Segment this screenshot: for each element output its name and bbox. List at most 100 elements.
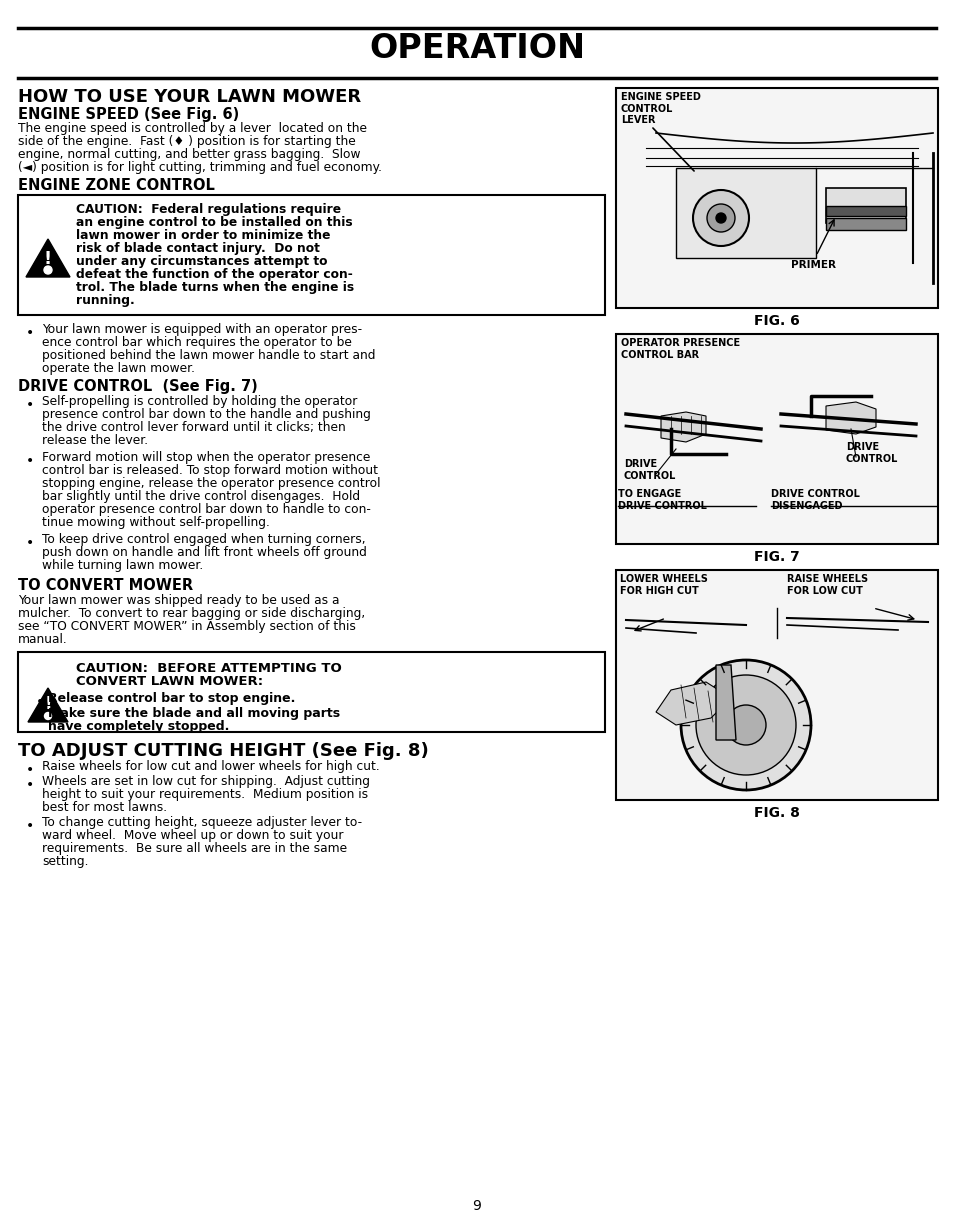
Text: stopping engine, release the operator presence control: stopping engine, release the operator pr… (42, 476, 380, 490)
Text: !: ! (44, 696, 51, 713)
Text: HOW TO USE YOUR LAWN MOWER: HOW TO USE YOUR LAWN MOWER (18, 87, 361, 106)
Text: push down on handle and lift front wheels off ground: push down on handle and lift front wheel… (42, 547, 367, 559)
Polygon shape (656, 682, 730, 725)
Circle shape (706, 204, 734, 231)
Bar (825, 188, 905, 223)
Text: best for most lawns.: best for most lawns. (42, 801, 167, 814)
Polygon shape (825, 403, 875, 435)
Text: defeat the function of the operator con-: defeat the function of the operator con- (76, 268, 353, 281)
Text: operate the lawn mower.: operate the lawn mower. (42, 362, 194, 375)
Text: side of the engine.  Fast (♦ ) position is for starting the: side of the engine. Fast (♦ ) position i… (18, 135, 355, 148)
Text: Release control bar to stop engine.: Release control bar to stop engine. (48, 692, 295, 705)
Polygon shape (28, 688, 68, 723)
Text: OPERATION: OPERATION (369, 32, 584, 65)
Text: DRIVE CONTROL
DISENGAGED: DRIVE CONTROL DISENGAGED (770, 489, 859, 511)
Text: presence control bar down to the handle and pushing: presence control bar down to the handle … (42, 407, 371, 421)
Text: 9: 9 (472, 1199, 481, 1213)
Text: •: • (26, 535, 34, 550)
Text: ENGINE SPEED
CONTROL
LEVER: ENGINE SPEED CONTROL LEVER (620, 92, 700, 126)
Bar (825, 218, 905, 230)
Text: release the lever.: release the lever. (42, 435, 148, 447)
Bar (616, 570, 937, 800)
Text: DRIVE
CONTROL: DRIVE CONTROL (623, 459, 676, 480)
Text: requirements.  Be sure all wheels are in the same: requirements. Be sure all wheels are in … (42, 842, 347, 856)
Bar (18, 194, 604, 315)
Text: bar slightly until the drive control disengages.  Hold: bar slightly until the drive control dis… (42, 490, 359, 503)
Text: To change cutting height, squeeze adjuster lever to-: To change cutting height, squeeze adjust… (42, 816, 362, 828)
Text: tinue mowing without self-propelling.: tinue mowing without self-propelling. (42, 516, 270, 529)
Text: CAUTION:  Federal regulations require: CAUTION: Federal regulations require (76, 203, 341, 215)
Bar (825, 206, 905, 215)
Text: positioned behind the lawn mower handle to start and: positioned behind the lawn mower handle … (42, 350, 375, 362)
Text: Raise wheels for low cut and lower wheels for high cut.: Raise wheels for low cut and lower wheel… (42, 760, 379, 773)
Circle shape (696, 675, 795, 776)
Text: manual.: manual. (18, 633, 68, 646)
Text: •: • (26, 454, 34, 468)
Text: control bar is released. To stop forward motion without: control bar is released. To stop forward… (42, 464, 377, 476)
Text: while turning lawn mower.: while turning lawn mower. (42, 559, 203, 572)
Text: (◄) position is for light cutting, trimming and fuel economy.: (◄) position is for light cutting, trimm… (18, 161, 381, 174)
Bar (616, 87, 937, 308)
Text: •: • (26, 763, 34, 777)
Text: !: ! (44, 250, 52, 268)
Text: CAUTION:  BEFORE ATTEMPTING TO: CAUTION: BEFORE ATTEMPTING TO (76, 662, 341, 675)
Text: •: • (26, 326, 34, 340)
Circle shape (725, 705, 765, 745)
Text: FIG. 6: FIG. 6 (753, 314, 799, 327)
Polygon shape (716, 665, 735, 740)
Text: ward wheel.  Move wheel up or down to suit your: ward wheel. Move wheel up or down to sui… (42, 828, 343, 842)
Text: an engine control to be installed on this: an engine control to be installed on thi… (76, 215, 353, 229)
Text: FIG. 8: FIG. 8 (753, 806, 800, 820)
Text: running.: running. (76, 294, 134, 307)
Text: the drive control lever forward until it clicks; then: the drive control lever forward until it… (42, 421, 345, 435)
Circle shape (45, 713, 51, 719)
Text: Self-propelling is controlled by holding the operator: Self-propelling is controlled by holding… (42, 395, 357, 407)
Text: Forward motion will stop when the operator presence: Forward motion will stop when the operat… (42, 451, 370, 464)
Text: OPERATOR PRESENCE
CONTROL BAR: OPERATOR PRESENCE CONTROL BAR (620, 339, 740, 359)
Text: FIG. 7: FIG. 7 (753, 550, 799, 564)
Text: •: • (26, 778, 34, 792)
Circle shape (692, 190, 748, 246)
Text: CONVERT LAWN MOWER:: CONVERT LAWN MOWER: (76, 675, 263, 688)
Text: DRIVE CONTROL  (See Fig. 7): DRIVE CONTROL (See Fig. 7) (18, 379, 257, 394)
Circle shape (716, 213, 725, 223)
Text: To keep drive control engaged when turning corners,: To keep drive control engaged when turni… (42, 533, 365, 547)
Text: The engine speed is controlled by a lever  located on the: The engine speed is controlled by a leve… (18, 122, 367, 135)
Text: Your lawn mower is equipped with an operator pres-: Your lawn mower is equipped with an oper… (42, 323, 362, 336)
Text: TO ENGAGE
DRIVE CONTROL: TO ENGAGE DRIVE CONTROL (618, 489, 706, 511)
Text: mulcher.  To convert to rear bagging or side discharging,: mulcher. To convert to rear bagging or s… (18, 607, 365, 620)
Text: Wheels are set in low cut for shipping.  Adjust cutting: Wheels are set in low cut for shipping. … (42, 776, 370, 788)
Text: TO CONVERT MOWER: TO CONVERT MOWER (18, 579, 193, 593)
Bar (676, 167, 815, 259)
Circle shape (44, 266, 52, 275)
Text: •: • (26, 819, 34, 833)
Text: trol. The blade turns when the engine is: trol. The blade turns when the engine is (76, 281, 354, 294)
Text: •: • (36, 710, 44, 724)
Text: •: • (26, 398, 34, 412)
Text: LOWER WHEELS
FOR HIGH CUT: LOWER WHEELS FOR HIGH CUT (619, 574, 707, 596)
Text: Your lawn mower was shipped ready to be used as a: Your lawn mower was shipped ready to be … (18, 595, 339, 607)
Text: lawn mower in order to minimize the: lawn mower in order to minimize the (76, 229, 330, 243)
Bar (18, 652, 604, 732)
Text: engine, normal cutting, and better grass bagging.  Slow: engine, normal cutting, and better grass… (18, 148, 360, 161)
Text: height to suit your requirements.  Medium position is: height to suit your requirements. Medium… (42, 788, 368, 801)
Text: PRIMER: PRIMER (790, 260, 835, 270)
Text: risk of blade contact injury.  Do not: risk of blade contact injury. Do not (76, 243, 319, 255)
Text: have completely stopped.: have completely stopped. (48, 720, 229, 732)
Text: •: • (36, 696, 44, 709)
Text: Make sure the blade and all moving parts: Make sure the blade and all moving parts (48, 707, 340, 720)
Text: operator presence control bar down to handle to con-: operator presence control bar down to ha… (42, 503, 371, 516)
Text: under any circumstances attempt to: under any circumstances attempt to (76, 255, 327, 268)
Text: DRIVE
CONTROL: DRIVE CONTROL (845, 442, 898, 464)
Circle shape (680, 660, 810, 790)
Text: RAISE WHEELS
FOR LOW CUT: RAISE WHEELS FOR LOW CUT (786, 574, 867, 596)
Polygon shape (26, 239, 70, 277)
Text: TO ADJUST CUTTING HEIGHT (See Fig. 8): TO ADJUST CUTTING HEIGHT (See Fig. 8) (18, 742, 428, 760)
Text: see “TO CONVERT MOWER” in Assembly section of this: see “TO CONVERT MOWER” in Assembly secti… (18, 620, 355, 633)
Text: ence control bar which requires the operator to be: ence control bar which requires the oper… (42, 336, 352, 350)
Text: setting.: setting. (42, 856, 89, 868)
Polygon shape (660, 412, 705, 442)
Text: ENGINE ZONE CONTROL: ENGINE ZONE CONTROL (18, 178, 214, 193)
Bar (616, 334, 937, 544)
Text: ENGINE SPEED (See Fig. 6): ENGINE SPEED (See Fig. 6) (18, 107, 239, 122)
